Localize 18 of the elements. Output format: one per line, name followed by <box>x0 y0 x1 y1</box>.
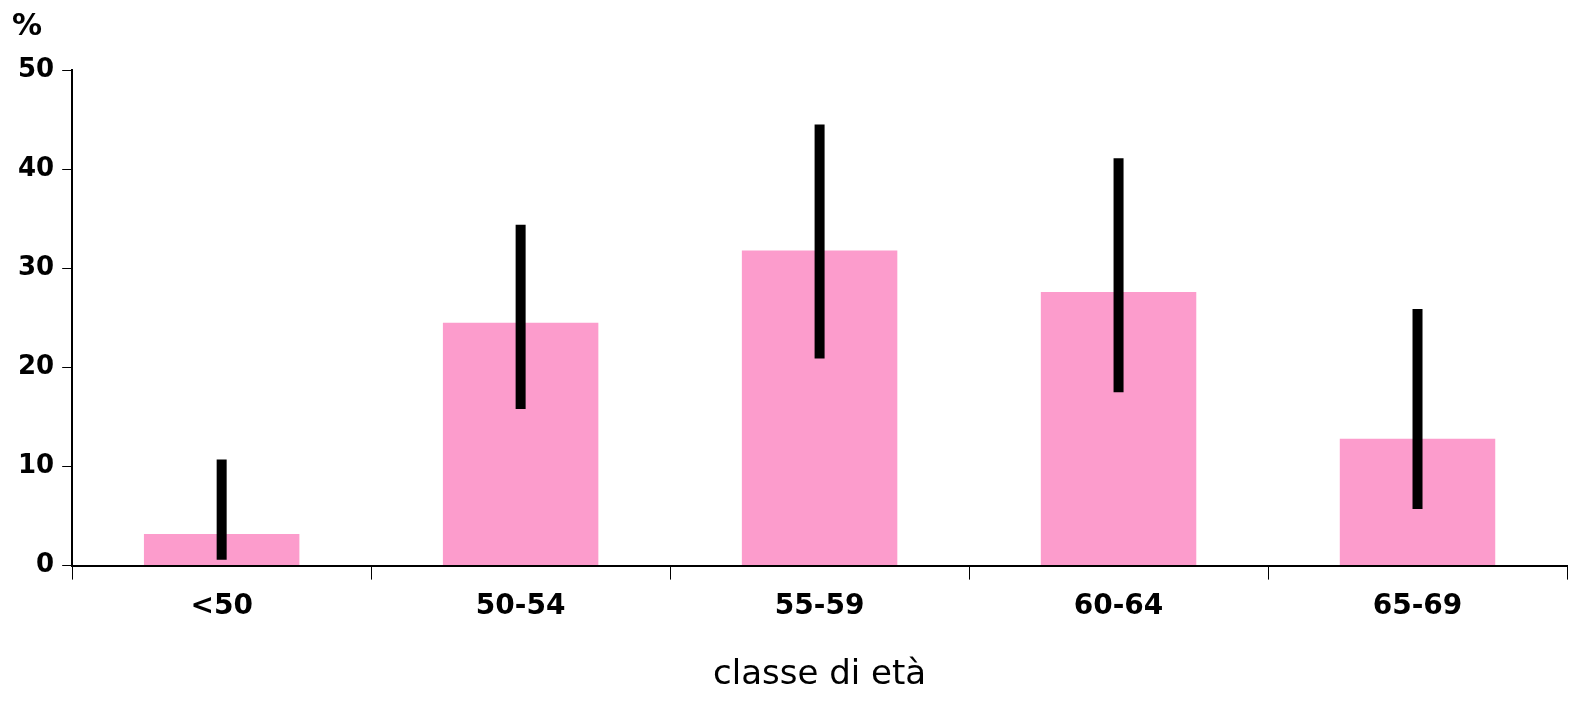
bar <box>741 250 898 566</box>
y-tick-label: 30 <box>17 250 55 281</box>
bar <box>143 533 300 566</box>
bar <box>1040 292 1197 566</box>
x-tick-label: <50 <box>190 587 253 621</box>
y-tick-label: 10 <box>17 449 55 480</box>
bar <box>1339 438 1496 566</box>
y-tick-label: 0 <box>36 548 55 579</box>
x-tick-label: 55-59 <box>774 587 865 621</box>
x-tick-label: 60-64 <box>1073 587 1164 621</box>
x-tick-label: 50-54 <box>475 587 566 621</box>
y-axis-title: % <box>12 6 43 42</box>
x-tick-label: 65-69 <box>1372 587 1463 621</box>
y-tick-label: 50 <box>17 52 55 83</box>
y-tick-label: 20 <box>17 350 55 381</box>
bar <box>442 322 599 566</box>
x-axis-title: classe di età <box>713 652 927 693</box>
y-tick-label: 40 <box>17 151 55 182</box>
